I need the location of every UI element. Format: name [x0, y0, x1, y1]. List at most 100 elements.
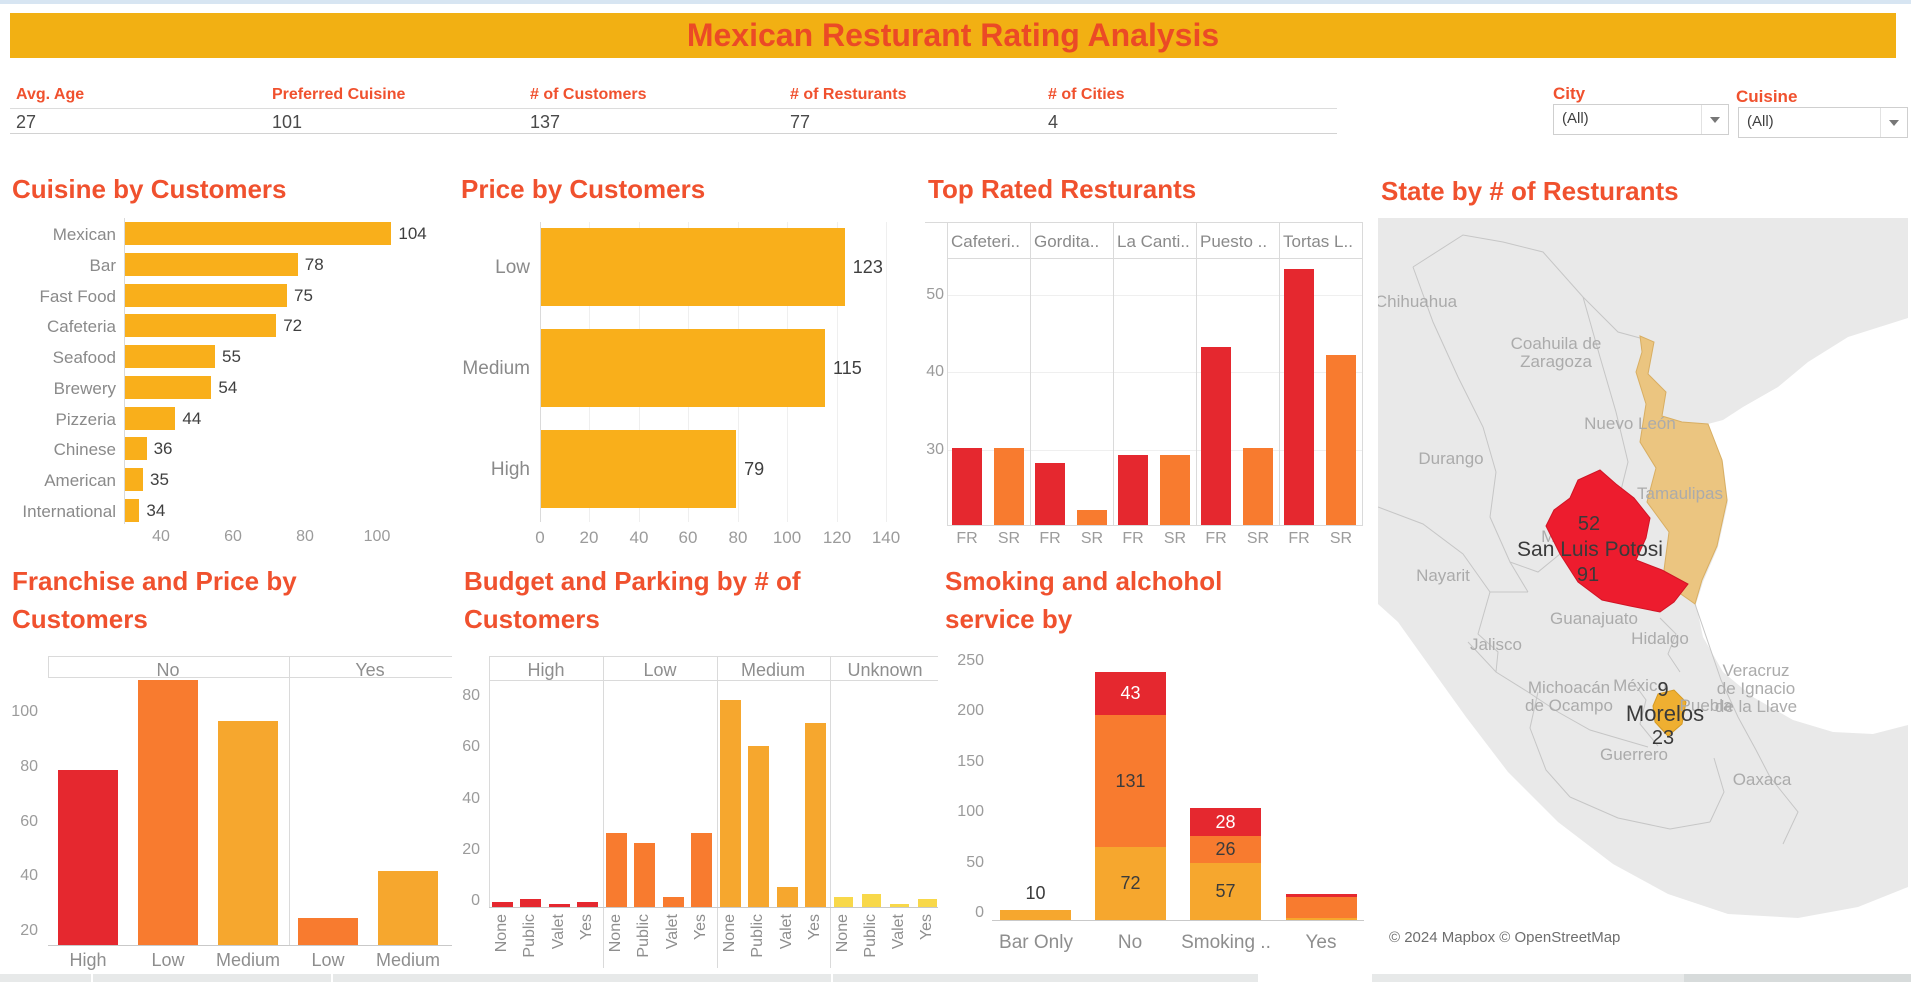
budget-x-yes: Yes	[918, 914, 935, 941]
budget-x-public: Public	[521, 914, 538, 958]
smoking-stack-smoking[interactable]: 57 26 28	[1190, 808, 1261, 920]
top-rated-bar-la-canti-fr[interactable]	[1118, 455, 1148, 525]
franchise-bar-no-high[interactable]	[58, 770, 118, 945]
budget-bar-low-public[interactable]	[634, 843, 655, 907]
franchise-bar-yes-medium[interactable]	[378, 871, 438, 945]
smoking-seg-yes-amber[interactable]	[1286, 917, 1357, 920]
budget-group-low: Low	[643, 660, 677, 680]
cuisine-bar-american[interactable]	[125, 468, 143, 491]
budget-x-valet: Valet	[778, 914, 795, 950]
budget-bar-low-none[interactable]	[606, 832, 627, 907]
top-rated-bar-puesto-sr[interactable]	[1243, 447, 1273, 525]
cuisine-bar-chinese[interactable]	[125, 437, 147, 460]
franchise-bar-no-medium[interactable]	[218, 721, 278, 945]
cuisine-bar-brewery[interactable]	[125, 376, 212, 399]
budget-bar-unknown-none[interactable]	[834, 896, 853, 907]
budget-bar-low-valet[interactable]	[663, 896, 684, 907]
top-rated-x-tick-sr: SR	[1246, 530, 1270, 547]
bottom-strip-dark[interactable]	[1684, 974, 1911, 982]
budget-bar-high-public[interactable]	[520, 899, 541, 907]
budget-chart-title-line1: Budget and Parking by # of	[464, 566, 801, 596]
budget-bar-low-yes[interactable]	[691, 832, 712, 907]
budget-bar-high-valet[interactable]	[549, 904, 570, 907]
price-bar-high[interactable]	[541, 430, 737, 508]
top-rated-x-tick-sr: SR	[1329, 530, 1353, 547]
top-rated-y-tick: 40	[926, 363, 944, 380]
top-rated-bar-gordita-sr[interactable]	[1077, 509, 1107, 525]
smoking-seg-no-amber[interactable]: 72	[1095, 847, 1166, 920]
top-rated-bar-cafeteria-sr[interactable]	[994, 447, 1024, 525]
top-rated-bar-cafeteria-fr[interactable]	[952, 447, 982, 525]
franchise-bar-no-low[interactable]	[138, 680, 198, 945]
map-attribution[interactable]: © 2024 Mapbox © OpenStreetMap	[1379, 926, 1631, 949]
top-rated-bar-tortas-sr[interactable]	[1326, 354, 1356, 525]
budget-bar-medium-public[interactable]	[748, 745, 769, 907]
cuisine-bar-cafeteria[interactable]	[125, 314, 277, 337]
kpi-label-avg-age: Avg. Age	[16, 86, 85, 103]
smoking-stack-yes[interactable]	[1286, 893, 1357, 920]
franchise-x-yes-low: Low	[311, 950, 345, 970]
top-rated-bar-la-canti-sr[interactable]	[1160, 455, 1190, 525]
smoking-seg-yes-red[interactable]	[1286, 893, 1357, 897]
franchise-x-medium: Medium	[215, 950, 281, 970]
cuisine-bar-international[interactable]	[125, 499, 140, 522]
budget-x-none: None	[607, 914, 624, 953]
map-chart-title: State by # of Resturants	[1381, 176, 1679, 206]
smoking-seg-smoking-red[interactable]: 28	[1190, 808, 1261, 837]
budget-bar-unknown-yes[interactable]	[918, 899, 937, 907]
cuisine-bar-pizzeria[interactable]	[125, 407, 176, 430]
smoking-stack-no[interactable]: 72 131 43	[1095, 672, 1166, 920]
price-bar-low[interactable]	[541, 228, 845, 306]
smoking-seg-no-orange[interactable]: 131	[1095, 715, 1166, 848]
top-rated-bar-tortas-fr[interactable]	[1284, 269, 1314, 525]
budget-bar-medium-yes[interactable]	[805, 722, 826, 907]
smoking-y-tick: 200	[957, 702, 984, 719]
map-state-tamaulipas[interactable]	[1635, 335, 1728, 605]
bottom-strip[interactable]	[0, 974, 1911, 982]
top-rated-baseline	[947, 525, 1363, 526]
top-rated-bar-gordita-fr[interactable]	[1035, 463, 1065, 525]
budget-bar-unknown-public[interactable]	[862, 894, 881, 907]
budget-bar-high-yes[interactable]	[577, 901, 598, 907]
budget-baseline	[489, 907, 938, 908]
kpi-value-preferred-cuisine: 101	[272, 112, 303, 132]
cuisine-x-tick: 80	[296, 528, 314, 545]
svg-text:9: 9	[1657, 679, 1668, 701]
filter-cuisine-dropdown[interactable]: (All)	[1738, 107, 1908, 138]
budget-bar-high-none[interactable]	[492, 901, 513, 907]
smoking-seg-smoking-orange[interactable]: 26	[1190, 836, 1261, 863]
svg-text:Tamaulipas: Tamaulipas	[1637, 484, 1723, 503]
smoking-seg-smoking-amber[interactable]: 57	[1190, 862, 1261, 920]
budget-group-separator	[717, 656, 718, 968]
budget-x-valet: Valet	[890, 914, 907, 950]
filter-city-dropdown-button[interactable]	[1701, 105, 1728, 134]
cuisine-bar-fast-food[interactable]	[125, 284, 287, 307]
budget-bar-medium-valet[interactable]	[777, 886, 798, 907]
smoking-seg-no-red[interactable]: 43	[1095, 672, 1166, 716]
budget-y-tick: 80	[462, 687, 480, 704]
cuisine-axis-line	[124, 218, 125, 524]
bottom-strip-gap	[91, 974, 93, 982]
filter-city-dropdown[interactable]: (All)	[1553, 104, 1729, 135]
top-rated-bar-puesto-fr[interactable]	[1201, 346, 1231, 525]
smoking-seg-bar-only-amber[interactable]	[1000, 909, 1071, 920]
budget-bar-unknown-valet[interactable]	[890, 904, 909, 907]
franchise-bar-yes-low[interactable]	[298, 917, 358, 945]
smoking-seg-yes-orange[interactable]	[1286, 896, 1357, 918]
cuisine-bar-seafood[interactable]	[125, 345, 215, 368]
franchise-y-tick: 40	[20, 867, 38, 884]
budget-x-public: Public	[862, 914, 879, 958]
svg-text:Puebla: Puebla	[1680, 696, 1733, 715]
top-rated-x-tick-fr: FR	[1122, 530, 1144, 547]
filter-cuisine-dropdown-button[interactable]	[1880, 108, 1907, 137]
budget-bar-medium-none[interactable]	[720, 699, 741, 907]
price-cat-high: High	[490, 459, 530, 480]
map-state-morelos[interactable]	[1652, 689, 1687, 737]
price-bar-medium[interactable]	[541, 329, 826, 407]
map-state-san-luis-potosi[interactable]	[1545, 469, 1689, 613]
cuisine-value-fast-food: 75	[294, 285, 313, 305]
smoking-stack-bar-only[interactable]	[1000, 909, 1071, 920]
cuisine-bar-mexican[interactable]	[125, 222, 392, 245]
svg-text:de Ignacio: de Ignacio	[1717, 679, 1795, 698]
cuisine-bar-bar[interactable]	[125, 253, 298, 276]
